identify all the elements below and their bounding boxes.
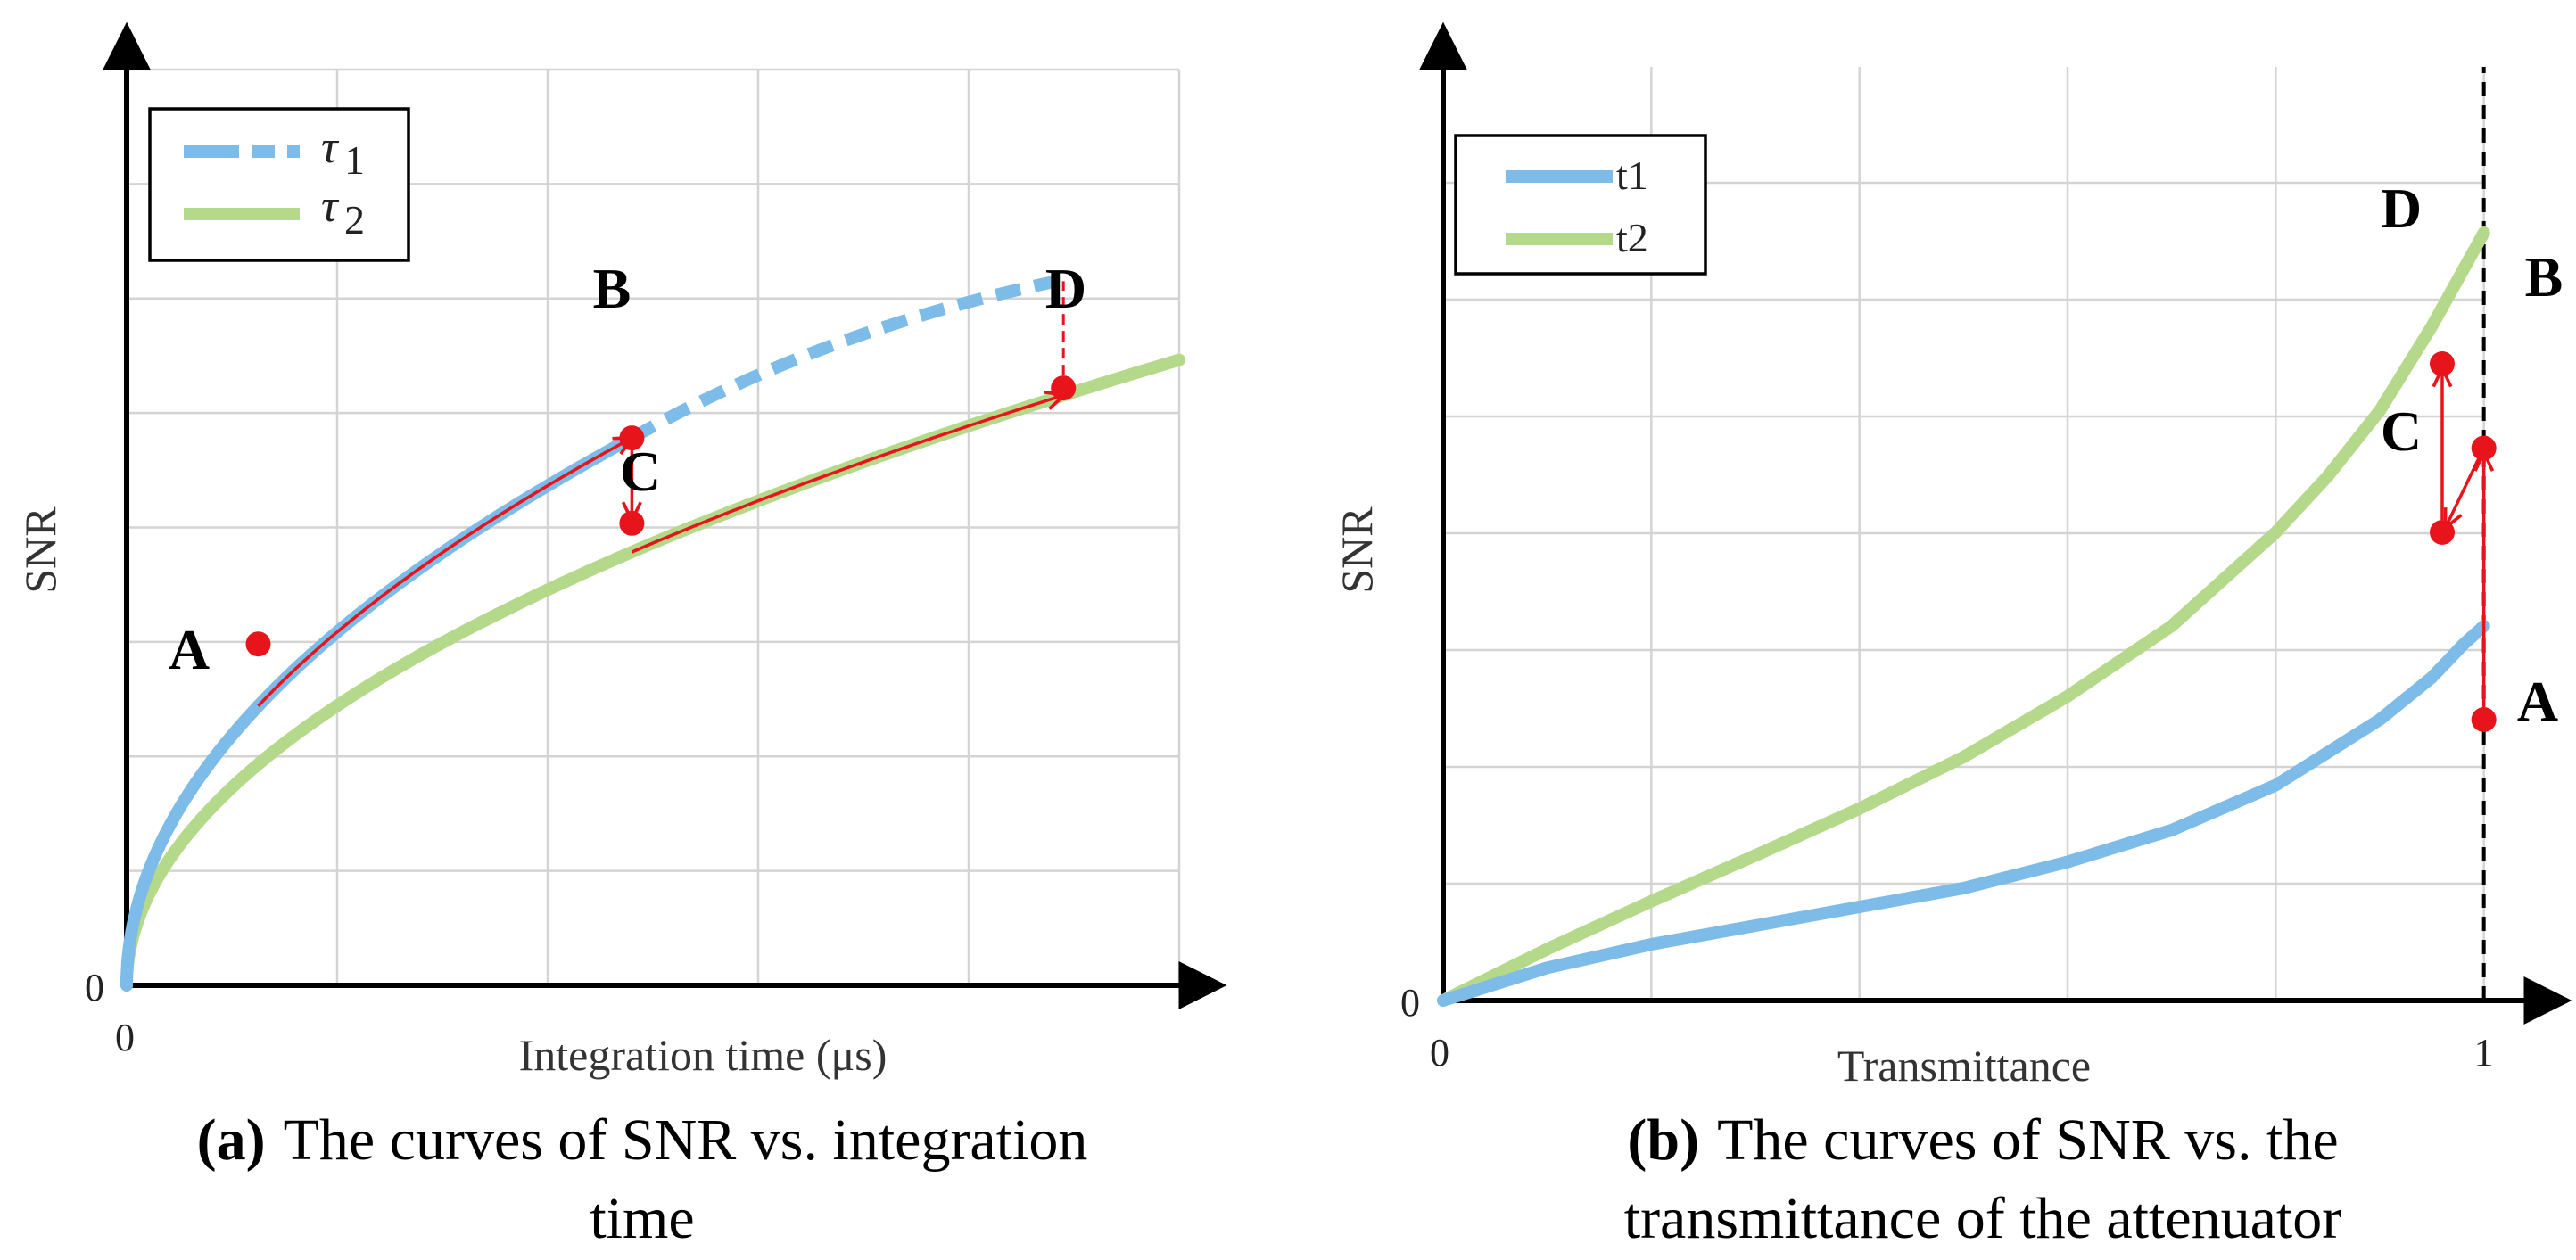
panel-a-x-tick-0: 0: [115, 1016, 135, 1059]
panel-b-y-tick-0: 0: [1400, 981, 1420, 1025]
arrow-b-to-c: [2446, 454, 2482, 528]
panel-b-chart: 0 0 1 Transmittance SNR A B C D t1 t2 (b…: [1332, 21, 2572, 1251]
series-line-tau1-solid: [120, 432, 639, 992]
panel-a-chart: 0 0 Integration time (μs) SNR A B C D τ …: [15, 21, 1227, 1251]
panel-b-y-label: SNR: [1332, 506, 1382, 594]
legend-label-tau2: τ: [321, 181, 340, 232]
point-b: [619, 425, 645, 451]
series-line-t1: [1437, 620, 2490, 1007]
arrow-c-to-d: [631, 395, 1063, 554]
point-label-c: C: [2381, 399, 2422, 463]
panel-a-caption-line-1: (a) The curves of SNR vs. integration: [197, 1108, 1088, 1173]
series-line-tau1-dashed: [628, 271, 1076, 444]
series-line-t2: [1437, 226, 2490, 1007]
legend-label-t2: t2: [1616, 215, 1648, 260]
point-label-c: C: [620, 440, 661, 503]
point-label-d: D: [2381, 177, 2422, 240]
point-b: [2471, 435, 2497, 461]
panel-b-caption-text-1: The curves of SNR vs. the: [1717, 1108, 2339, 1173]
point-d: [1051, 375, 1077, 401]
legend-label-t1: t1: [1616, 152, 1648, 198]
panel-b-legend: t1 t2: [1454, 134, 1707, 276]
panel-a-caption-line-2: time: [590, 1186, 694, 1251]
point-c: [619, 510, 645, 536]
panel-a-y-label: SNR: [15, 506, 65, 594]
panel-b-caption-line-2: transmittance of the attenuator: [1624, 1186, 2342, 1251]
legend-label-tau1: τ: [321, 122, 340, 173]
panel-a-y-tick-0: 0: [85, 966, 104, 1009]
panel-a-caption-text-1: The curves of SNR vs. integration: [284, 1108, 1088, 1173]
point-a: [2471, 707, 2497, 732]
panel-b-x-label: Transmittance: [1837, 1041, 2091, 1091]
panel-a-caption-tag: (a): [197, 1108, 266, 1173]
panel-b-x-tick-0: 0: [1430, 1031, 1449, 1075]
legend-sub-tau2: 2: [344, 197, 365, 243]
point-label-a: A: [169, 618, 210, 681]
point-label-d: D: [1045, 257, 1086, 320]
panel-b-x-tick-1: 1: [2474, 1031, 2494, 1075]
legend-sub-tau1: 1: [344, 137, 365, 183]
point-label-b: B: [593, 257, 632, 320]
panel-a-x-label: Integration time (μs): [519, 1030, 888, 1080]
panel-b-caption-line-1: (b) The curves of SNR vs. the: [1627, 1108, 2338, 1173]
arrow-a-to-b: [257, 438, 632, 707]
point-a: [245, 631, 271, 657]
point-d: [2430, 351, 2455, 376]
point-label-b: B: [2525, 245, 2564, 309]
point-label-a: A: [2517, 670, 2558, 733]
panel-a-legend: τ 1 τ 2: [148, 107, 410, 262]
point-c: [2430, 520, 2455, 545]
panel-b-caption-tag: (b): [1627, 1108, 1699, 1173]
